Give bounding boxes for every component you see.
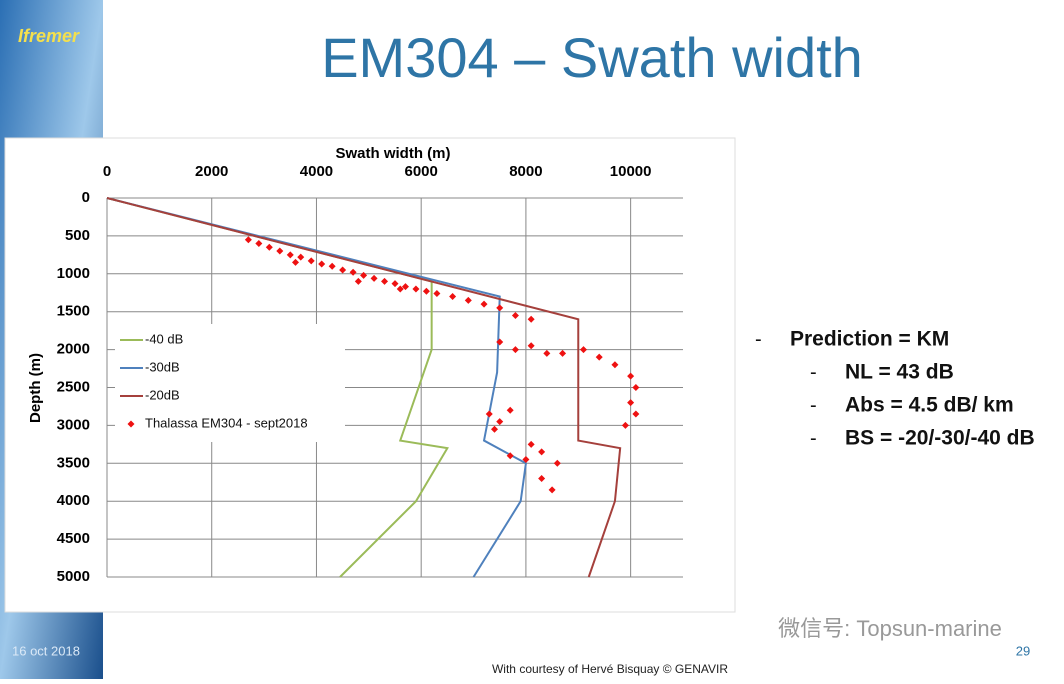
data-point xyxy=(553,459,561,467)
data-point xyxy=(506,452,514,460)
x-tick-label: 6000 xyxy=(404,163,437,180)
data-point xyxy=(522,456,530,464)
data-point xyxy=(496,338,504,346)
data-point xyxy=(276,247,284,255)
data-point xyxy=(527,440,535,448)
data-point xyxy=(349,268,357,276)
y-tick-label: 4000 xyxy=(57,492,90,509)
y-axis-title: Depth (m) xyxy=(27,353,44,423)
x-tick-label: 0 xyxy=(103,163,111,180)
data-point xyxy=(401,283,409,291)
y-tick-label: 2500 xyxy=(57,378,90,395)
data-point xyxy=(328,262,336,270)
legend-label: -20dB xyxy=(145,387,180,402)
series-line xyxy=(106,197,622,578)
data-point xyxy=(391,280,399,288)
data-point xyxy=(485,410,493,418)
x-tick-label: 2000 xyxy=(195,163,228,180)
data-point xyxy=(580,346,588,354)
data-point xyxy=(370,274,378,282)
data-point xyxy=(318,260,326,268)
data-point xyxy=(527,342,535,350)
data-point xyxy=(381,277,389,285)
bullet-dash: - xyxy=(755,328,762,350)
data-point xyxy=(627,372,635,380)
y-tick-label: 2000 xyxy=(57,341,90,358)
data-point xyxy=(632,410,640,418)
data-point xyxy=(422,287,430,295)
bullet-list: - Prediction = KM - NL = 43 dB - Abs = 4.5 dB… xyxy=(755,328,1035,450)
bullet-dash: - xyxy=(810,427,817,449)
data-point xyxy=(627,399,635,407)
x-tick-label: 10000 xyxy=(610,163,652,180)
data-point xyxy=(464,296,472,304)
data-point xyxy=(292,258,300,266)
bullet-text: BS = -20/-30/-40 dB xyxy=(845,427,1035,450)
slide-title: EM304 – Swath width xyxy=(321,26,863,89)
data-point xyxy=(265,243,273,251)
y-tick-label: 1500 xyxy=(57,303,90,320)
data-point xyxy=(543,349,551,357)
legend-box xyxy=(115,324,345,442)
data-point xyxy=(490,425,498,433)
data-point xyxy=(496,304,504,312)
logo: Ifremer xyxy=(18,26,80,46)
data-point xyxy=(244,236,252,244)
chart: 0 2000 4000 6000 8000 10000 0 500 1000 1500 2000 25… xyxy=(27,145,683,585)
data-point xyxy=(480,300,488,308)
bullet-dash: - xyxy=(810,361,817,383)
legend-label: -40 dB xyxy=(145,331,183,346)
date: 16 oct 2018 xyxy=(12,643,80,658)
data-point xyxy=(559,349,567,357)
data-point xyxy=(595,353,603,361)
data-point xyxy=(307,257,315,265)
data-point xyxy=(339,266,347,274)
bullet-text: Abs = 4.5 dB/ km xyxy=(845,394,1014,417)
data-point xyxy=(632,384,640,391)
data-point xyxy=(511,311,519,319)
data-point xyxy=(527,315,535,323)
data-point xyxy=(286,251,294,259)
data-point xyxy=(412,285,420,293)
x-tick-label: 4000 xyxy=(300,163,333,180)
watermark: 微信号: Topsun-marine xyxy=(778,616,1002,641)
data-point xyxy=(255,239,263,247)
legend-label: Thalassa EM304 - sept2018 xyxy=(145,415,308,430)
x-axis-title: Swath width (m) xyxy=(336,145,451,162)
data-point xyxy=(506,406,514,414)
data-point xyxy=(496,418,504,426)
data-point xyxy=(396,285,404,293)
y-tick-label: 4500 xyxy=(57,530,90,547)
bullet-text: Prediction = KM xyxy=(790,328,949,351)
y-tick-label: 500 xyxy=(65,227,90,244)
data-point xyxy=(354,277,362,285)
series-line xyxy=(106,197,527,578)
bullet-text: NL = 43 dB xyxy=(845,361,954,384)
data-point xyxy=(433,290,441,298)
page-number: 29 xyxy=(1016,643,1030,658)
x-tick-label: 8000 xyxy=(509,163,542,180)
legend-label: -30dB xyxy=(145,359,180,374)
data-point xyxy=(548,486,556,494)
y-tick-label: 0 xyxy=(82,189,90,206)
credit: With courtesy of Hervé Bisquay © GENAVIR xyxy=(492,662,728,676)
y-tick-label: 3500 xyxy=(57,454,90,471)
data-point xyxy=(511,346,519,354)
legend-swatch xyxy=(127,420,135,428)
data-point xyxy=(621,421,629,429)
data-point xyxy=(449,293,457,301)
data-point xyxy=(297,253,305,261)
chart-frame xyxy=(4,137,736,613)
data-point xyxy=(538,448,546,456)
bullet-dash: - xyxy=(810,394,817,416)
y-tick-label: 1000 xyxy=(57,265,90,282)
y-tick-label: 5000 xyxy=(57,568,90,585)
y-tick-label: 3000 xyxy=(57,416,90,433)
data-point xyxy=(611,361,619,369)
data-point xyxy=(538,474,546,482)
data-point xyxy=(360,271,368,279)
